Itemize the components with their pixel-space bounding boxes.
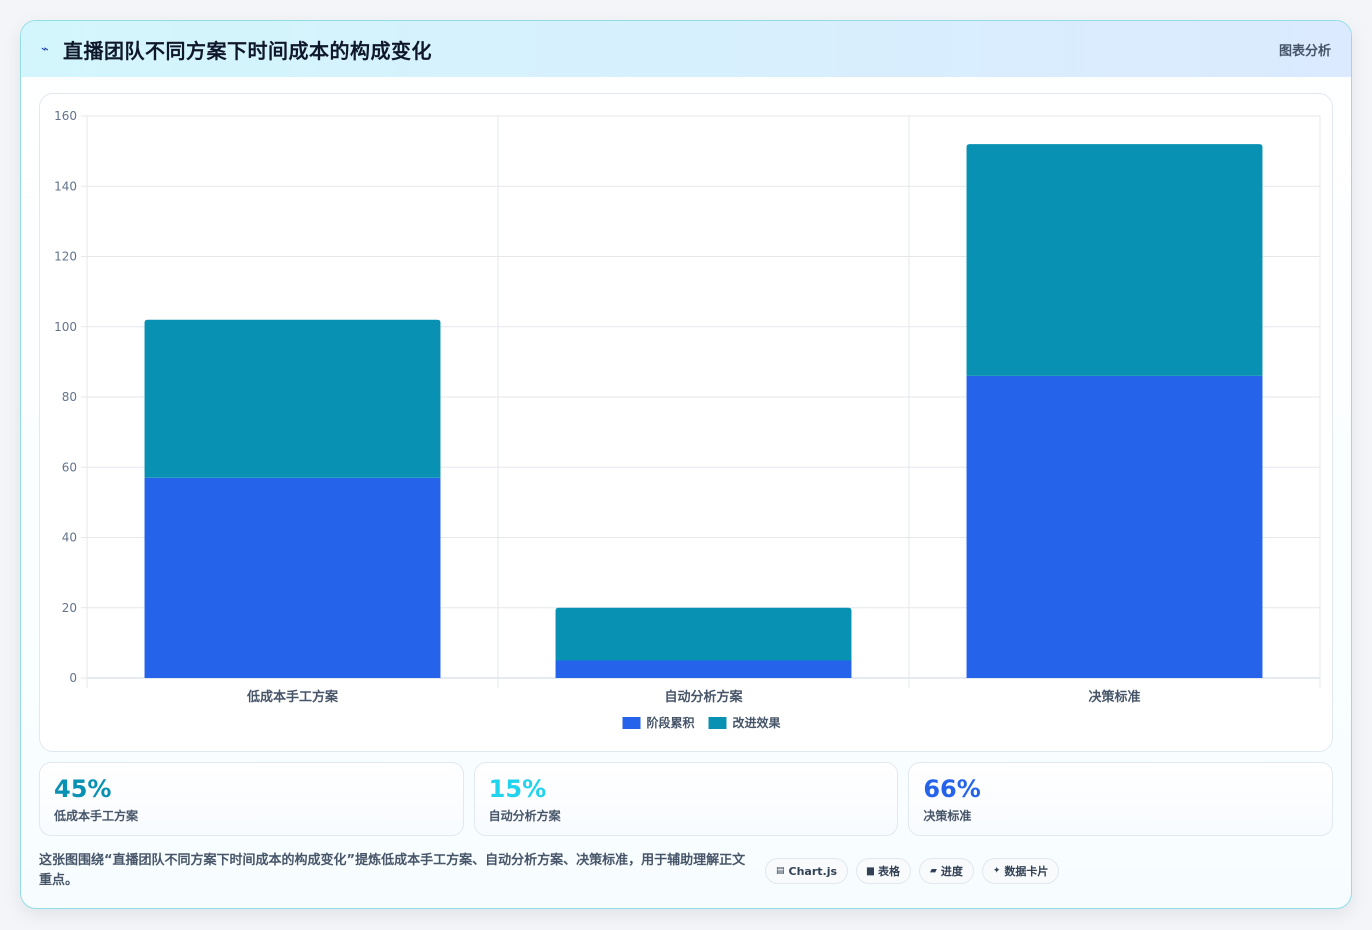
bar-chart: 0 20 40 60 80 100 120 140 160 低成本手工方案 自动分析方案 决策标准阶段…	[54, 109, 1321, 730]
y-tick-label: 60	[62, 460, 77, 474]
table-icon: ▆	[867, 866, 874, 876]
bar-segment	[966, 375, 1263, 678]
header-tag: 图表分析	[1278, 43, 1331, 59]
chip-datacard[interactable]: ✦ 数据卡片	[981, 858, 1060, 884]
title-wrap: ⌁ 直播团队不同方案下时间成本的构成变化	[41, 35, 432, 64]
stat-card: 15% 自动分析方案	[473, 762, 899, 836]
chip-chartjs[interactable]: ▤ Chart.js	[765, 858, 849, 884]
bar-segment	[555, 607, 852, 661]
stats-row: 45% 低成本手工方案 15% 自动分析方案 66% 决策标准	[39, 762, 1334, 836]
bar-segment	[555, 660, 852, 678]
stat-label: 决策标准	[923, 809, 972, 823]
footer: 这张图围绕“直播团队不同方案下时间成本的构成变化”提炼低成本手工方案、自动分析方…	[39, 851, 1333, 891]
legend-label: 阶段累积	[647, 715, 695, 730]
bar-segment	[144, 319, 441, 478]
y-tick-label: 160	[54, 109, 77, 123]
chip-table[interactable]: ▆ 表格	[856, 858, 911, 884]
footer-description: 这张图围绕“直播团队不同方案下时间成本的构成变化”提炼低成本手工方案、自动分析方…	[39, 853, 746, 888]
x-tick-label: 决策标准	[1088, 689, 1140, 705]
x-tick-label: 自动分析方案	[664, 689, 743, 705]
trend-icon: ⌁	[41, 41, 49, 57]
y-tick-label: 120	[54, 250, 77, 264]
y-tick-label: 20	[62, 601, 77, 615]
progress-icon: ▰	[929, 866, 937, 876]
bar-segment	[966, 144, 1263, 376]
chart-area: 0 20 40 60 80 100 120 140 160 低成本手工方案 自动分析方案 决策标准阶段…	[39, 93, 1333, 752]
y-tick-label: 140	[54, 179, 77, 193]
x-tick-label: 低成本手工方案	[246, 689, 339, 705]
legend-label: 改进效果	[733, 715, 781, 730]
card-icon: ✦	[992, 866, 1001, 876]
y-tick-label: 0	[69, 671, 77, 685]
stat-value: 45%	[54, 775, 112, 803]
chip-row: ▤ Chart.js ▆ 表格 ▰ 进度 ✦ 数据卡片	[765, 858, 1060, 884]
stat-value: 66%	[923, 775, 981, 803]
chip-progress[interactable]: ▰ 进度	[918, 858, 974, 884]
chart-icon: ▤	[776, 866, 785, 876]
stat-card: 45% 低成本手工方案	[39, 762, 464, 836]
y-tick-label: 40	[62, 531, 77, 545]
chip-label: Chart.js	[788, 864, 838, 878]
legend-swatch	[622, 717, 641, 729]
y-tick-label: 80	[62, 390, 77, 404]
stat-value: 15%	[488, 775, 547, 803]
stat-card: 66% 决策标准	[908, 762, 1334, 836]
y-tick-label: 100	[54, 320, 77, 334]
stat-label: 低成本手工方案	[54, 809, 139, 823]
chart-card: ⌁ 直播团队不同方案下时间成本的构成变化 图表分析 0 20 40 60 80 100 12…	[20, 20, 1352, 909]
stat-label: 自动分析方案	[488, 809, 561, 823]
legend-swatch	[708, 717, 727, 729]
bar-segment	[144, 477, 441, 678]
chip-label: 表格	[877, 865, 900, 878]
card-header: ⌁ 直播团队不同方案下时间成本的构成变化 图表分析	[21, 21, 1351, 77]
chip-label: 数据卡片	[1004, 865, 1049, 878]
chip-label: 进度	[940, 865, 963, 878]
chart-title: 直播团队不同方案下时间成本的构成变化	[63, 38, 432, 63]
